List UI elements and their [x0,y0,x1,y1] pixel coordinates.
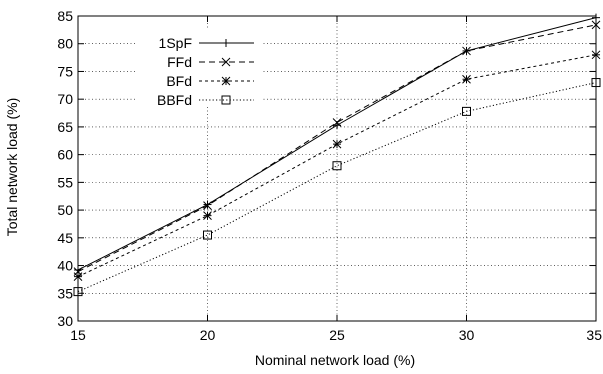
marker-stroke [332,118,342,127]
axes-layer: 30 35 40 45 50 55 60 65 70 75 80 85 15 20 25 30 35 [57,8,602,343]
marker-stroke [462,74,471,84]
y-tick-label: 75 [57,63,73,79]
data-point [73,272,83,281]
marker-stroke [73,272,83,281]
y-tick-label: 80 [57,36,73,52]
legend: 1SpF FFd BFd BBFd [136,30,262,108]
series-line [77,24,597,273]
data-point [222,39,230,47]
y-tick-label: 60 [57,147,73,163]
data-point [591,20,601,30]
series-line [77,82,597,293]
data-point [332,118,342,127]
y-tick-label: 70 [57,91,73,107]
y-tick-label: 45 [57,230,73,246]
marker-stroke [332,161,342,171]
legend-label: 1SpF [159,35,192,51]
y-tick-label: 40 [57,258,73,274]
series-bbfd [73,78,601,297]
data-point [203,230,212,240]
marker-stroke [591,50,601,60]
data-point [591,78,601,88]
data-point [73,287,83,297]
y-tick-label: 35 [57,285,73,301]
marker-stroke [73,287,83,297]
data-point [221,95,231,105]
marker-stroke [221,57,231,67]
x-tick-label: 25 [329,327,345,343]
data-point [221,57,231,67]
y-tick-label: 30 [57,313,73,329]
y-tick-label: 50 [57,202,73,218]
y-axis-label: Total network load (%) [4,98,20,237]
marker-stroke [462,46,471,56]
data-point [332,161,342,171]
x-tick-label: 20 [200,327,216,343]
x-tick-label: 15 [70,327,86,343]
marker-stroke [221,95,231,105]
marker-stroke [591,78,601,88]
series-layer [73,13,601,297]
legend-label: FFd [167,54,192,70]
x-tick-label: 30 [459,327,475,343]
legend-background [136,30,262,106]
marker-stroke [203,211,212,220]
marker-stroke [332,139,342,149]
x-axis-label: Nominal network load (%) [255,352,415,368]
series-bfd [73,50,601,281]
marker-stroke [462,106,471,116]
y-tick-label: 85 [57,8,73,24]
legend-label: BFd [166,73,192,89]
data-point [591,50,601,60]
y-tick-label: 55 [57,174,73,190]
data-point [332,139,342,149]
data-point [203,201,212,211]
x-tick-label: 35 [586,327,602,343]
legend-label: BBFd [157,92,192,108]
marker-stroke [203,201,212,211]
marker-stroke [221,76,231,86]
data-point [203,200,212,209]
data-point [203,211,212,220]
marker-stroke [591,20,601,30]
y-tick-label: 65 [57,119,73,135]
data-point [221,76,231,86]
data-point [462,46,471,56]
data-point [462,106,471,116]
marker-stroke [203,230,212,240]
data-point [592,13,600,22]
data-point [462,74,471,84]
